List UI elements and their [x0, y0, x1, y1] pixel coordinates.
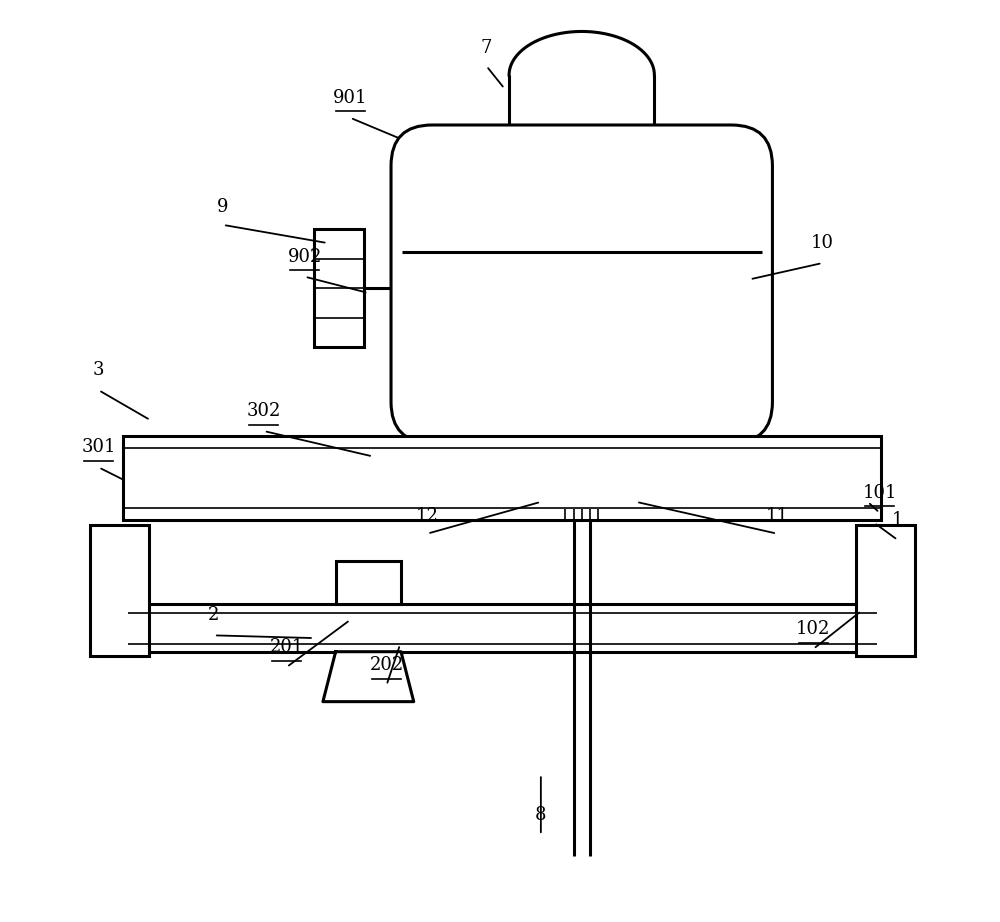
Text: 201: 201	[269, 638, 304, 656]
Text: 7: 7	[481, 39, 492, 57]
Text: 1: 1	[892, 511, 904, 529]
Bar	[123, 436, 881, 520]
Text: 9: 9	[217, 198, 229, 216]
Text: 3: 3	[93, 361, 104, 379]
Text: 102: 102	[796, 621, 830, 638]
Bar	[90, 525, 149, 656]
Text: 101: 101	[862, 484, 897, 502]
Bar	[128, 605, 877, 652]
Text: 202: 202	[369, 656, 404, 674]
Text: 10: 10	[811, 234, 834, 252]
Text: 902: 902	[288, 248, 322, 266]
Bar	[856, 525, 915, 656]
Text: 302: 302	[247, 402, 281, 420]
Bar	[536, 484, 627, 509]
Text: 8: 8	[535, 806, 547, 824]
FancyBboxPatch shape	[391, 125, 772, 443]
Bar	[336, 561, 401, 605]
Text: 12: 12	[416, 506, 439, 525]
Bar	[552, 443, 611, 484]
Text: 11: 11	[765, 506, 788, 525]
Bar	[314, 230, 364, 348]
Text: 301: 301	[81, 439, 116, 456]
Text: 901: 901	[333, 89, 367, 107]
Text: 2: 2	[208, 607, 220, 624]
Polygon shape	[323, 652, 414, 702]
